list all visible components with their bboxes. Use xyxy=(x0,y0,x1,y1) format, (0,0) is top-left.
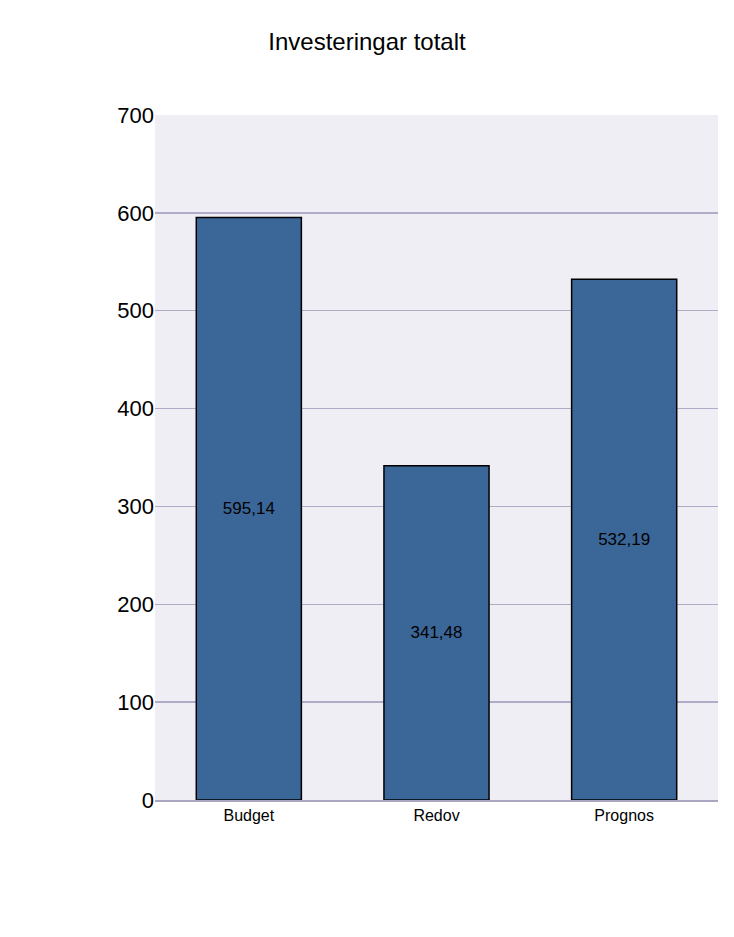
svg-text:700: 700 xyxy=(117,103,154,128)
svg-text:Prognos: Prognos xyxy=(594,807,654,824)
svg-text:595,14: 595,14 xyxy=(223,499,275,518)
svg-text:400: 400 xyxy=(117,396,154,421)
svg-text:200: 200 xyxy=(117,592,154,617)
svg-text:Redov: Redov xyxy=(413,807,459,824)
svg-text:0: 0 xyxy=(142,788,154,813)
svg-text:341,48: 341,48 xyxy=(411,623,463,642)
svg-text:100: 100 xyxy=(117,690,154,715)
svg-text:600: 600 xyxy=(117,201,154,226)
svg-text:532,19: 532,19 xyxy=(598,530,650,549)
svg-text:500: 500 xyxy=(117,298,154,323)
svg-text:Budget: Budget xyxy=(223,807,274,824)
svg-text:300: 300 xyxy=(117,494,154,519)
svg-text:Investeringar totalt: Investeringar totalt xyxy=(268,28,466,55)
